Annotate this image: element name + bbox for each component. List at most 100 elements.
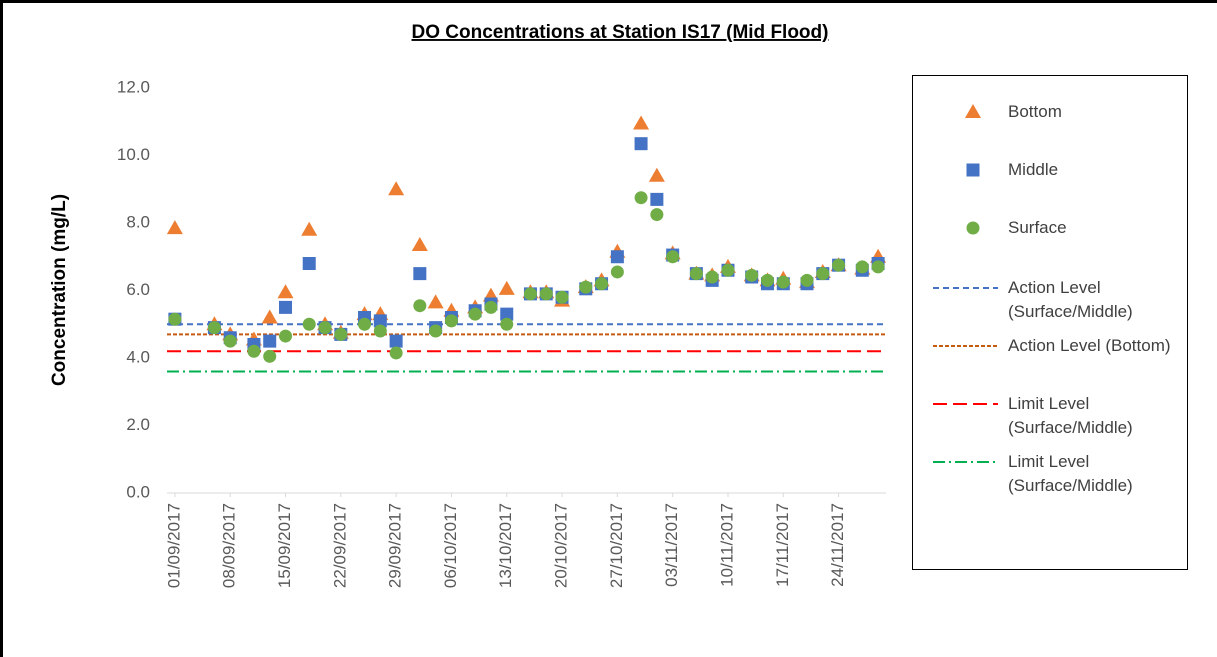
circle-marker (207, 321, 221, 335)
triangle-marker (427, 294, 444, 309)
circle-marker (523, 287, 537, 301)
legend-entry: Limit Level (Surface/Middle) (913, 390, 1183, 440)
circle-marker (760, 273, 774, 287)
square-marker (650, 192, 664, 206)
triangle-marker (498, 280, 515, 295)
legend-label: Surface (1008, 218, 1067, 237)
x-tick-label: 29/09/2017 (386, 503, 405, 588)
circle-marker (579, 280, 593, 294)
square-marker (610, 250, 624, 264)
circle-marker (539, 287, 553, 301)
square-marker (966, 163, 980, 177)
legend-symbol (966, 163, 980, 177)
circle-marker (721, 263, 735, 277)
circle-marker (555, 290, 569, 304)
y-tick-label: 2.0 (126, 415, 150, 434)
circle-marker (966, 221, 980, 235)
circle-marker (776, 275, 790, 289)
legend-label: Action Level (Bottom) (1008, 336, 1171, 355)
legend: Bottom Middle Surface Action Level (Surface… (912, 75, 1188, 570)
triangle-marker (277, 284, 294, 299)
circle-marker (595, 277, 609, 291)
x-tick-label: 20/10/2017 (552, 503, 571, 588)
triangle-marker (388, 181, 405, 196)
circle-marker (302, 317, 316, 331)
circle-marker (871, 260, 885, 274)
x-tick-label: 06/10/2017 (441, 503, 460, 588)
circle-marker (745, 268, 759, 282)
legend-symbol (933, 403, 998, 405)
circle-marker (634, 191, 648, 205)
legend-symbol (965, 104, 981, 118)
legend-entry: Bottom (913, 98, 1183, 148)
square-marker (373, 314, 387, 328)
circle-marker (855, 260, 869, 274)
legend-label: Limit Level (Surface/Middle) (1008, 394, 1133, 437)
square-marker (413, 267, 427, 281)
x-tick-label: 08/09/2017 (220, 503, 239, 588)
legend-entry: Action Level (Surface/Middle) (913, 274, 1183, 324)
circle-marker (800, 273, 814, 287)
x-tick-label: 13/10/2017 (496, 503, 515, 588)
square-marker (302, 257, 316, 270)
x-tick-label: 27/10/2017 (607, 503, 626, 588)
square-marker (279, 300, 293, 314)
x-tick-label: 24/11/2017 (828, 503, 847, 587)
x-tick-label: 15/09/2017 (275, 503, 294, 588)
y-tick-label: 10.0 (117, 145, 150, 164)
legend-label: Bottom (1008, 102, 1062, 121)
circle-marker (358, 317, 372, 331)
circle-marker (413, 299, 427, 313)
frame-left (0, 0, 3, 657)
square-marker (634, 137, 648, 151)
y-tick-label: 12.0 (117, 77, 150, 96)
square-marker (389, 334, 403, 348)
circle-marker (223, 334, 237, 348)
legend-symbol (933, 461, 998, 463)
x-tick-label: 10/11/2017 (717, 503, 736, 587)
y-tick-label: 6.0 (126, 280, 150, 299)
x-tick-label: 01/09/2017 (164, 503, 183, 588)
x-tick-label: 22/09/2017 (330, 503, 349, 588)
triangle-marker (411, 236, 428, 251)
triangle-marker (261, 309, 278, 324)
y-axis-label: Concentration (mg/L) (49, 194, 70, 386)
circle-marker (279, 329, 293, 343)
circle-marker (373, 324, 387, 338)
circle-marker (389, 346, 403, 360)
circle-marker (610, 265, 624, 279)
legend-label: Limit Level (Surface/Middle) (1008, 452, 1133, 495)
legend-symbol (933, 345, 998, 347)
legend-entry: Middle (913, 156, 1183, 206)
circle-marker (334, 327, 348, 341)
circle-marker (263, 349, 277, 363)
circle-marker (705, 270, 719, 284)
circle-marker (666, 250, 680, 264)
circle-marker (484, 300, 498, 314)
frame-top (0, 0, 1217, 3)
triangle-marker (633, 115, 650, 130)
circle-marker (689, 267, 703, 281)
legend-label: Middle (1008, 160, 1059, 179)
circle-marker (168, 312, 182, 326)
circle-marker (650, 208, 664, 222)
circle-marker (500, 317, 514, 331)
square-marker (263, 334, 277, 348)
legend-symbol (933, 287, 998, 289)
circle-marker (468, 307, 482, 321)
circle-marker (318, 321, 332, 335)
legend-entry: Action Level (Bottom) (913, 332, 1183, 382)
circle-marker (444, 314, 458, 328)
legend-entry: Limit Level (Surface/Middle) (913, 448, 1183, 498)
square-marker (500, 307, 514, 321)
circle-marker (832, 258, 846, 272)
triangle-marker (166, 220, 183, 235)
y-tick-label: 4.0 (126, 347, 150, 366)
y-tick-label: 8.0 (126, 212, 150, 231)
triangle-marker (965, 104, 981, 118)
chart-title: DO Concentrations at Station IS17 (Mid F… (412, 22, 829, 43)
legend-symbol (966, 221, 980, 235)
circle-marker (816, 267, 830, 281)
